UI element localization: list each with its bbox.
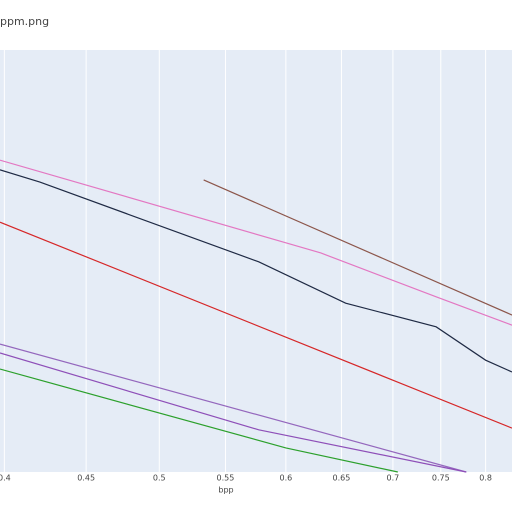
series-line bbox=[0, 352, 467, 473]
series-line bbox=[0, 343, 467, 473]
series-line bbox=[0, 368, 398, 473]
x-tick-label: 0.7 bbox=[387, 474, 400, 483]
series-line bbox=[203, 179, 512, 316]
x-tick-label: 0.6 bbox=[279, 474, 292, 483]
x-tick-label: 0.4 bbox=[0, 474, 11, 483]
x-tick-label: 0.45 bbox=[77, 474, 95, 483]
x-tick-label: 0.55 bbox=[217, 474, 235, 483]
series-line bbox=[0, 169, 512, 373]
x-tick-label: 0.8 bbox=[479, 474, 492, 483]
x-tick-label: 0.5 bbox=[153, 474, 166, 483]
series-line bbox=[0, 159, 512, 326]
x-tick-label: 0.75 bbox=[432, 474, 450, 483]
x-tick-label: 0.65 bbox=[333, 474, 351, 483]
x-axis-title: bpp bbox=[218, 486, 233, 495]
chart-title: ppm.png bbox=[0, 15, 49, 28]
series-line bbox=[0, 221, 512, 429]
